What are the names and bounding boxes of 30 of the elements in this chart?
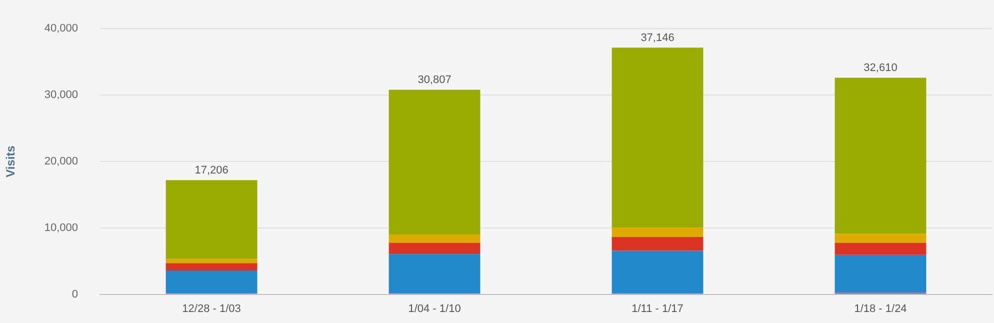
x-tick-label: 12/28 - 1/03 <box>182 303 241 316</box>
bar <box>388 254 480 294</box>
bar <box>612 250 704 294</box>
x-tick-label: 1/18 - 1/24 <box>854 303 907 316</box>
y-tick-label: 30,000 <box>44 89 78 102</box>
total-label: 32,610 <box>864 62 898 74</box>
y-tick-label: 0 <box>72 288 78 300</box>
y-tick-label: 10,000 <box>44 222 78 234</box>
bar <box>834 78 926 234</box>
bar <box>612 228 704 237</box>
total-label: 17,206 <box>194 164 228 177</box>
y-axis-title: Visits <box>4 145 18 178</box>
y-tick-label: 40,000 <box>44 22 78 35</box>
bar <box>388 90 480 234</box>
total-label: 30,807 <box>418 74 452 86</box>
bar <box>388 234 480 243</box>
bar <box>834 254 926 293</box>
bar <box>166 258 258 264</box>
bar <box>166 270 258 294</box>
y-tick-label: 20,000 <box>44 156 78 168</box>
bar <box>166 180 258 259</box>
bar <box>612 236 704 251</box>
total-label: 37,146 <box>640 32 674 44</box>
bar <box>166 263 258 271</box>
bar <box>612 48 704 228</box>
x-tick-label: 1/11 - 1/17 <box>632 303 684 316</box>
bar <box>834 234 926 243</box>
bar <box>388 242 480 254</box>
bar <box>834 242 926 255</box>
x-tick-label: 1/04 - 1/10 <box>408 303 461 316</box>
